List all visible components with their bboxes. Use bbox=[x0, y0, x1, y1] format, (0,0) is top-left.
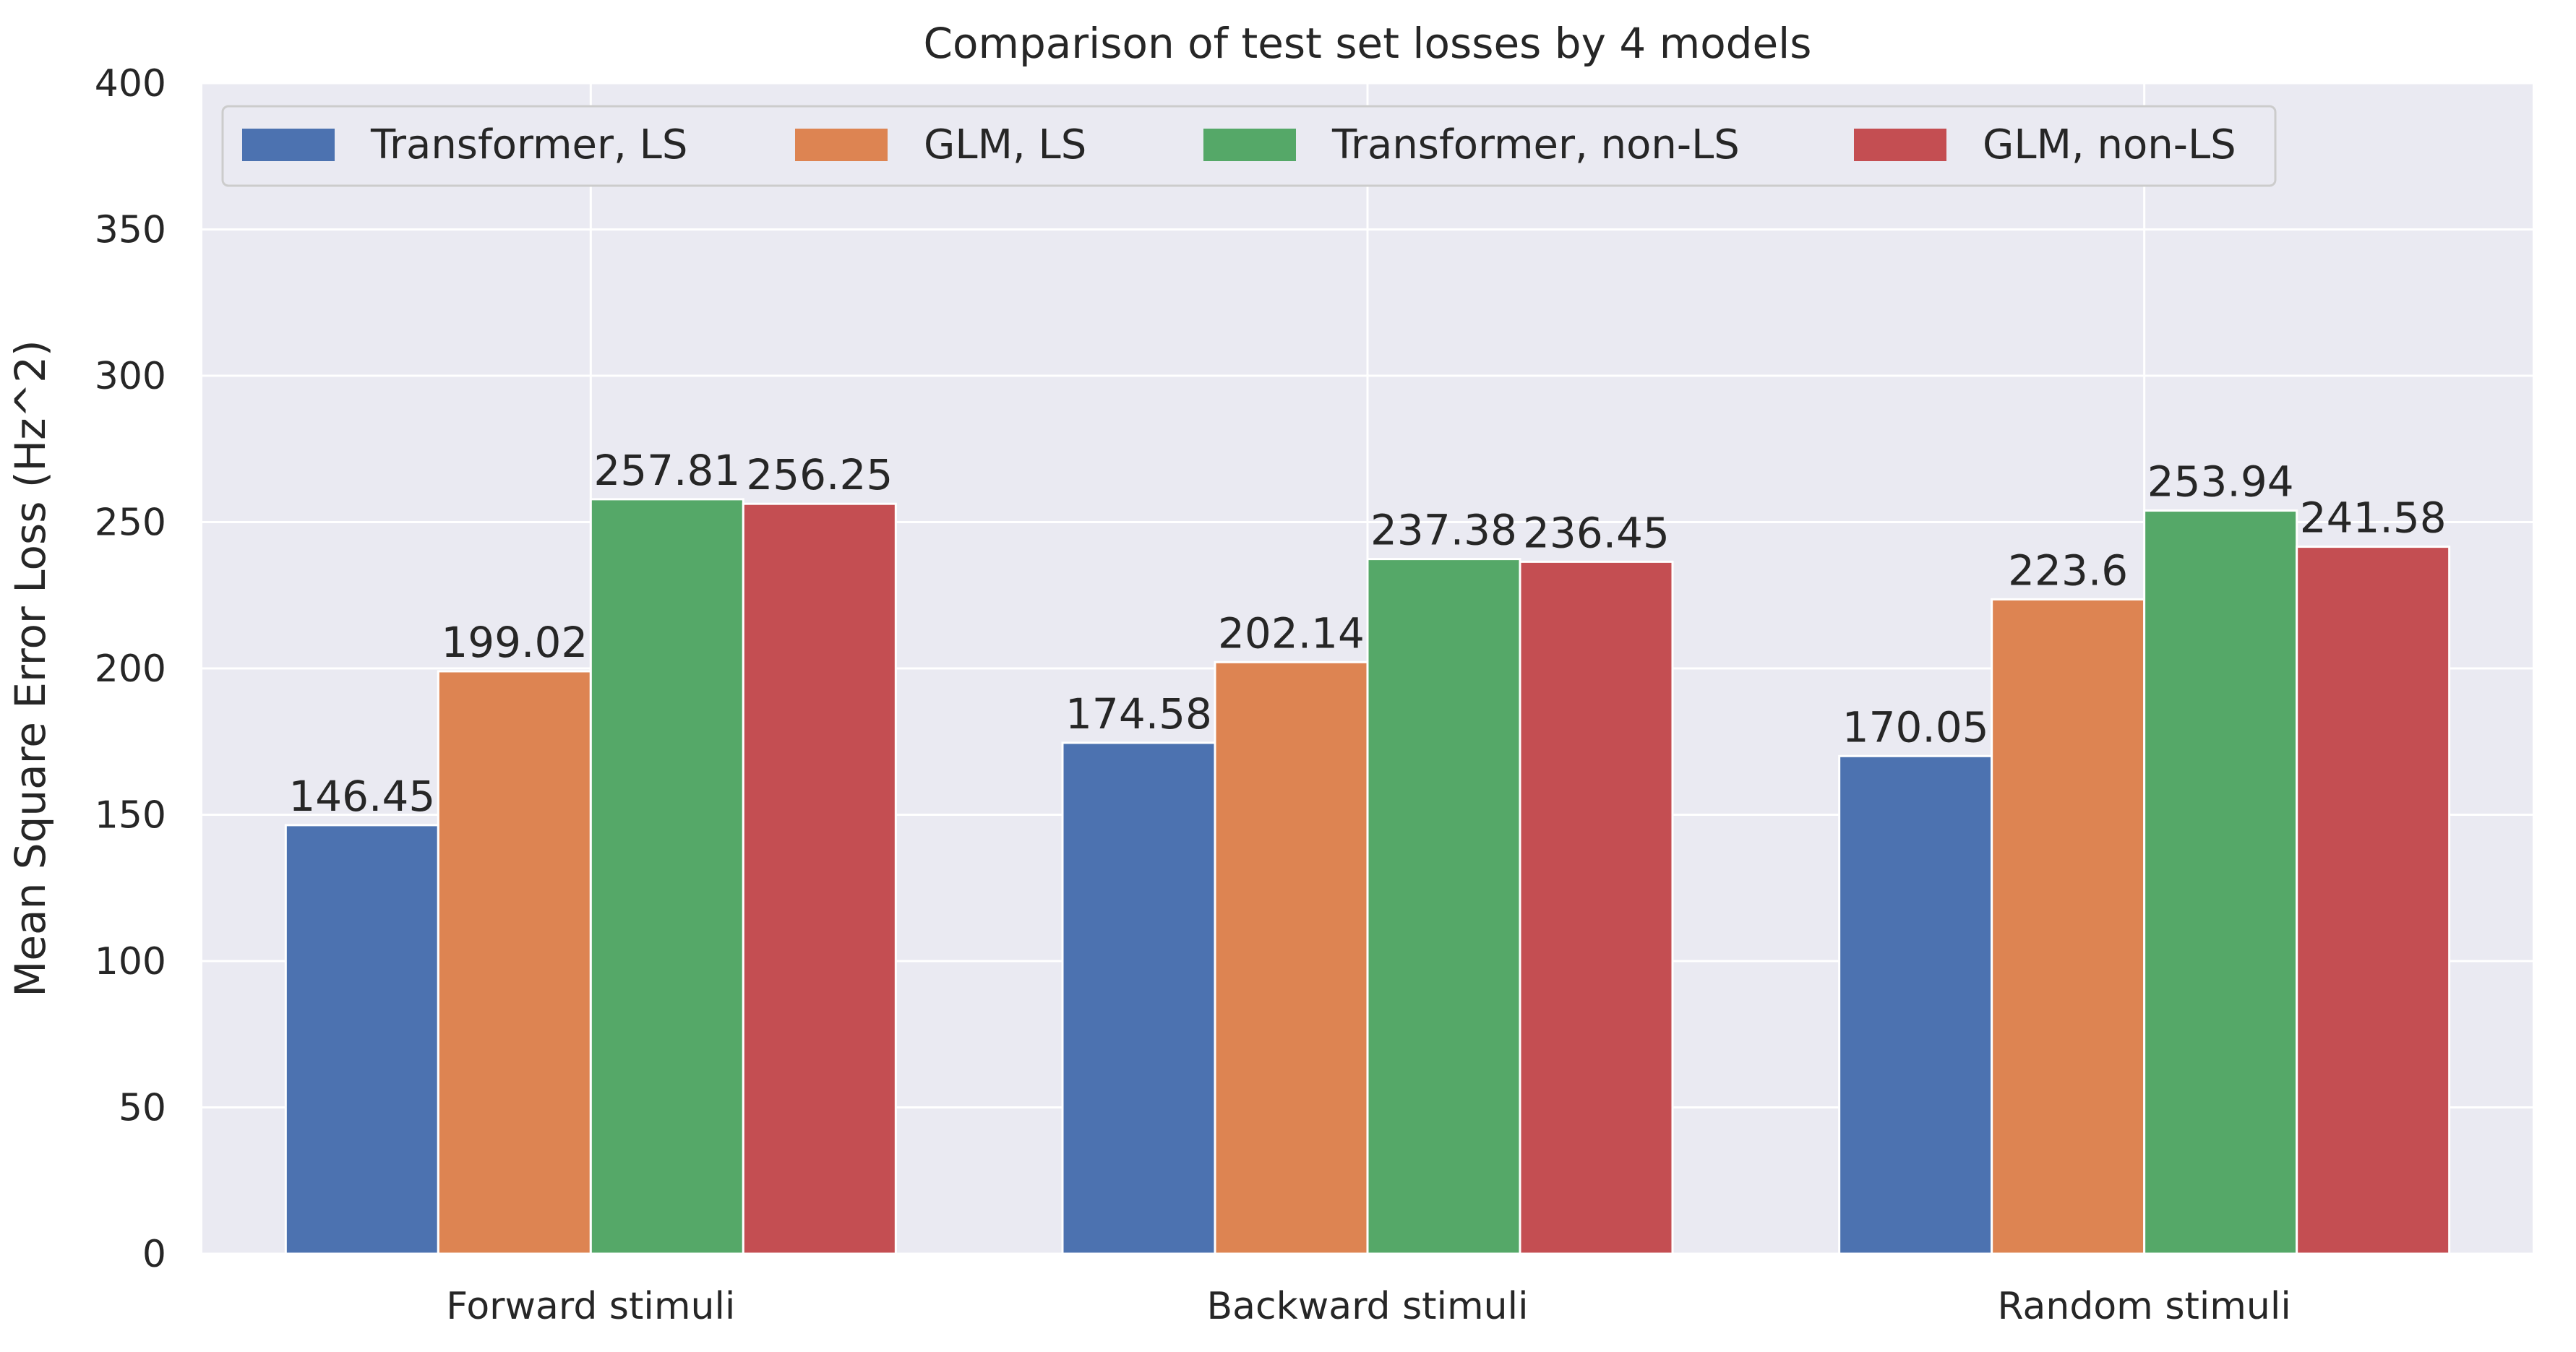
bar bbox=[1366, 558, 1521, 1255]
legend-entry-label: GLM, LS bbox=[924, 121, 1086, 168]
bar-value-labels: 146.45 174.58 170.05 199.02 202.14 223.6 257.8… bbox=[288, 446, 2446, 821]
legend-swatch bbox=[795, 129, 888, 161]
bar bbox=[1838, 754, 1993, 1255]
legend-entry-label: Transformer, non-LS bbox=[1331, 121, 1740, 168]
legend-entry-label: Transformer, LS bbox=[370, 121, 687, 168]
bar bbox=[1061, 741, 1216, 1255]
bar-value-label: 257.81 bbox=[593, 446, 740, 495]
bars bbox=[284, 498, 2451, 1255]
bar-value-label: 174.58 bbox=[1065, 689, 1212, 739]
bar bbox=[2143, 509, 2298, 1255]
legend-entry-label: GLM, non-LS bbox=[1983, 121, 2236, 168]
y-axis-label: Mean Square Error Loss (Hz^2) bbox=[6, 340, 55, 996]
bar bbox=[1519, 560, 1674, 1255]
bar bbox=[284, 824, 439, 1255]
chart-title: Comparison of test set losses by 4 model… bbox=[923, 19, 1811, 68]
y-tick-label: 250 bbox=[95, 501, 166, 545]
bar-value-label: 241.58 bbox=[2300, 494, 2447, 543]
bar-value-label: 170.05 bbox=[1842, 702, 1989, 752]
bar bbox=[2296, 546, 2451, 1255]
bar-value-label: 202.14 bbox=[1218, 608, 1365, 658]
bar-value-label: 199.02 bbox=[441, 618, 588, 667]
y-tick-label: 200 bbox=[95, 647, 166, 691]
x-tick-label: Forward stimuli bbox=[446, 1285, 735, 1328]
x-tick-label: Random stimuli bbox=[1998, 1285, 2291, 1328]
legend-swatch bbox=[1854, 129, 1946, 161]
bar-value-label: 237.38 bbox=[1370, 506, 1517, 555]
legend-swatch bbox=[242, 129, 335, 161]
y-tick-label: 50 bbox=[119, 1087, 166, 1130]
legend-swatch bbox=[1203, 129, 1296, 161]
bar bbox=[589, 498, 744, 1255]
y-tick-label: 300 bbox=[95, 355, 166, 398]
y-tick-label: 0 bbox=[142, 1233, 166, 1276]
y-tick-label: 400 bbox=[95, 62, 166, 106]
bar-value-label: 236.45 bbox=[1523, 508, 1670, 557]
y-tick-label: 100 bbox=[95, 940, 166, 983]
bar-value-label: 223.6 bbox=[2008, 546, 2128, 595]
bar-value-label: 256.25 bbox=[746, 450, 893, 499]
legend: Transformer, LS GLM, LS Transformer, non-L… bbox=[221, 105, 2277, 187]
y-tick-labels: 0 50 100 150 200 250 300 350 400 bbox=[95, 62, 166, 1276]
bar-value-label: 253.94 bbox=[2147, 457, 2294, 507]
bar bbox=[1214, 660, 1369, 1255]
y-tick-label: 150 bbox=[95, 794, 166, 838]
bar bbox=[437, 670, 592, 1255]
bar-value-label: 146.45 bbox=[288, 772, 435, 821]
bar bbox=[1991, 598, 2146, 1255]
bar bbox=[742, 502, 897, 1255]
x-tick-label: Backward stimuli bbox=[1206, 1285, 1528, 1328]
x-tick-labels: Forward stimuli Backward stimuli Random st… bbox=[446, 1285, 2291, 1328]
y-tick-label: 350 bbox=[95, 209, 166, 252]
